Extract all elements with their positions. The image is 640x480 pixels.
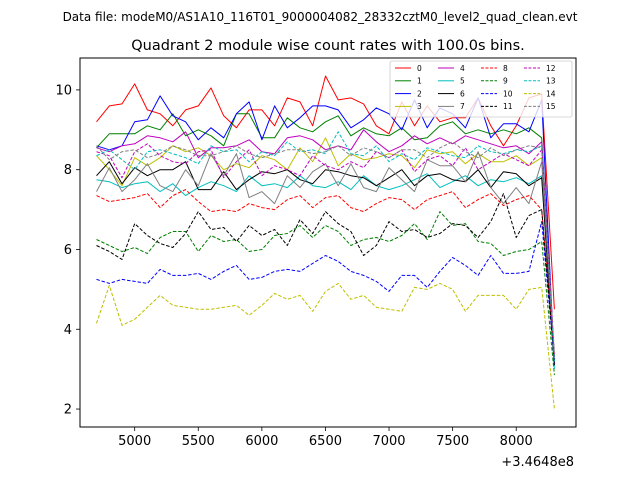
series-line-10	[96, 221, 555, 362]
x-tick-label: 7500	[436, 434, 469, 449]
x-tick-label: 5000	[118, 434, 151, 449]
x-tick-label: 6500	[309, 434, 342, 449]
x-tick-label: 5500	[182, 434, 215, 449]
x-axis: 5000 5500 6000 6500 7000 7500 8000	[118, 427, 533, 449]
legend-label-10: 10	[503, 89, 513, 98]
series-line-15	[96, 141, 555, 354]
legend-frame	[389, 60, 573, 118]
legend-label-5: 5	[460, 77, 465, 86]
series-line-12	[96, 143, 555, 358]
legend-label-0: 0	[417, 64, 422, 73]
series-line-14	[96, 282, 555, 410]
legend-label-13: 13	[546, 77, 556, 86]
x-tick-label: 7000	[372, 434, 405, 449]
y-axis: 2 4 6 8 10	[55, 83, 80, 418]
y-tick-label: 2	[64, 403, 72, 418]
series-line-11	[96, 193, 555, 362]
series-line-9	[96, 211, 555, 376]
legend-label-14: 14	[546, 89, 556, 98]
series-line-4	[96, 129, 555, 358]
legend-label-1: 1	[417, 77, 422, 86]
legend-label-7: 7	[460, 102, 465, 111]
chart-title: Quadrant 2 module wise count rates with …	[131, 38, 525, 54]
y-tick-label: 10	[55, 83, 72, 98]
plot-frame	[79, 57, 577, 428]
series-line-5	[96, 173, 555, 370]
series-line-1	[96, 113, 555, 362]
series-layer	[96, 75, 555, 410]
legend-label-11: 11	[503, 102, 513, 111]
legend-label-6: 6	[460, 89, 465, 98]
series-line-2	[96, 95, 555, 366]
legend-label-2: 2	[417, 89, 422, 98]
legend-label-8: 8	[503, 64, 508, 73]
legend-label-15: 15	[546, 102, 556, 111]
x-offset-label: +3.4648e8	[501, 455, 574, 470]
y-tick-label: 4	[64, 323, 72, 338]
x-tick-label: 6000	[245, 434, 278, 449]
legend-label-9: 9	[503, 77, 508, 86]
x-tick-label: 8000	[500, 434, 533, 449]
y-tick-label: 8	[64, 163, 72, 178]
series-line-8	[96, 189, 555, 358]
legend-label-12: 12	[546, 64, 556, 73]
legend-label-4: 4	[460, 64, 465, 73]
series-line-6	[96, 161, 555, 366]
series-line-3	[96, 137, 555, 358]
series-line-7	[96, 151, 555, 362]
legend-label-3: 3	[417, 102, 422, 111]
figure-suptitle: Data file: modeM0/AS1A10_116T01_90000040…	[63, 10, 578, 24]
y-tick-label: 6	[64, 243, 72, 258]
series-line-13	[96, 131, 555, 362]
